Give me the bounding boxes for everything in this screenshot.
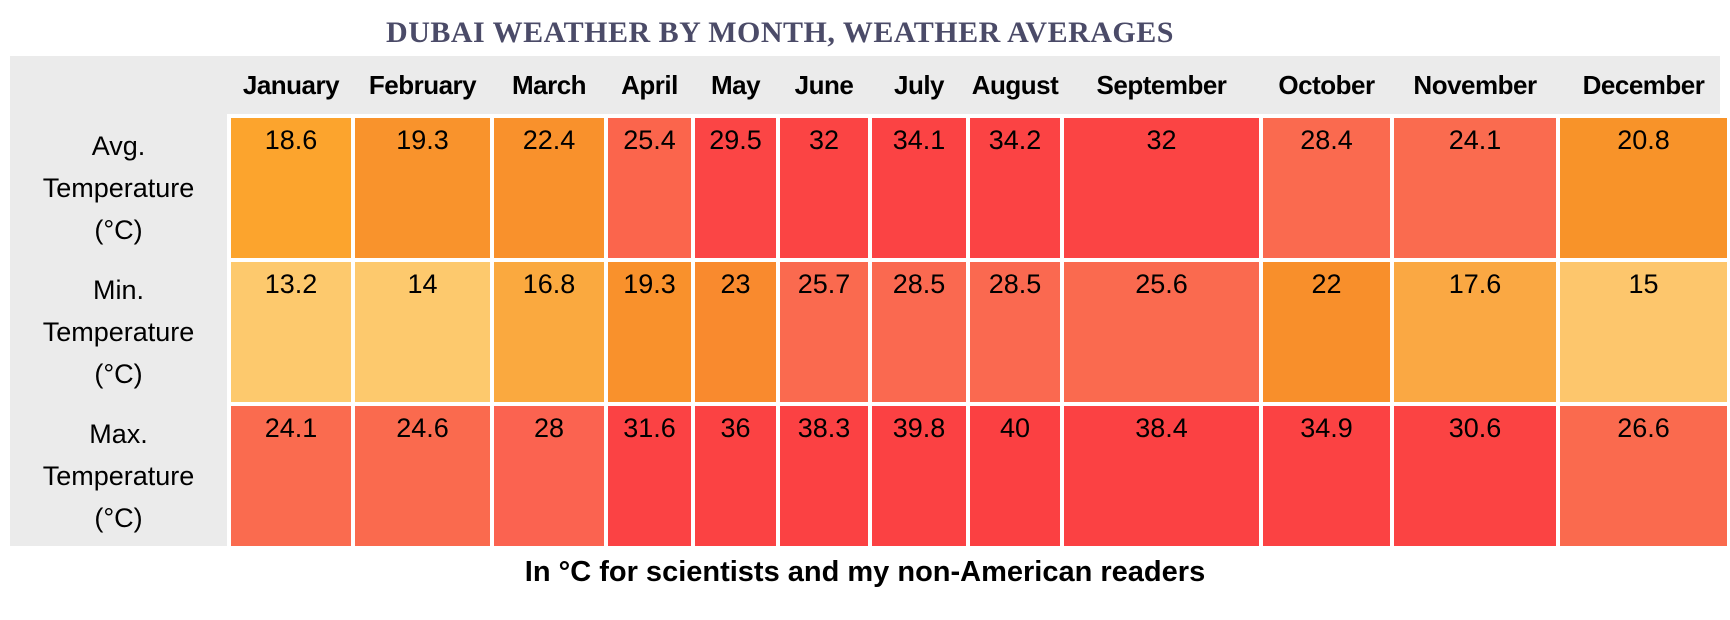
heatmap-cell-min-december: 15 — [1560, 262, 1727, 402]
heatmap-cell-min-november: 17.6 — [1394, 262, 1556, 402]
caption-text: In °C for scientists and my non-American… — [524, 556, 1206, 588]
row-label-line: Avg. — [91, 131, 146, 161]
page-title: DUBAI WEATHER BY MONTH, WEATHER AVERAGES — [386, 16, 1174, 49]
column-header-october: October — [1278, 69, 1375, 100]
row-label-min: Min. Temperature (°C) — [10, 262, 227, 402]
column-header-july: July — [893, 69, 945, 100]
heatmap-cell-min-september: 25.6 — [1064, 262, 1259, 402]
heatmap-cell-max-may: 36 — [695, 406, 776, 546]
heatmap-cell-min-july: 28.5 — [872, 262, 966, 402]
heatmap-cell-avg-november: 24.1 — [1394, 118, 1556, 258]
column-header-december: December — [1582, 69, 1705, 100]
row-label-line: Temperature — [42, 461, 195, 491]
heatmap-cell-avg-january: 18.6 — [231, 118, 351, 258]
column-header-june: June — [794, 69, 854, 100]
heatmap-cell-avg-october: 28.4 — [1263, 118, 1390, 258]
heatmap-cell-max-july: 39.8 — [872, 406, 966, 546]
weather-grid: January February March April May June July Augu… — [10, 56, 1727, 546]
header-band-bg — [10, 56, 1720, 114]
heatmap-cell-max-february: 24.6 — [355, 406, 490, 546]
heatmap-cell-max-april: 31.6 — [608, 406, 691, 546]
heatmap-cell-min-april: 19.3 — [608, 262, 691, 402]
heatmap-cell-max-november: 30.6 — [1394, 406, 1556, 546]
heatmap-cell-max-august: 40 — [970, 406, 1060, 546]
heatmap-cell-max-january: 24.1 — [231, 406, 351, 546]
row-label-line: Temperature — [42, 173, 195, 203]
heatmap-cell-avg-june: 32 — [780, 118, 868, 258]
heatmap-cell-min-june: 25.7 — [780, 262, 868, 402]
heatmap-cell-min-august: 28.5 — [970, 262, 1060, 402]
heatmap-cell-min-february: 14 — [355, 262, 490, 402]
row-label-line: Max. — [89, 419, 148, 449]
column-header-may: May — [710, 69, 761, 100]
row-label-max: Max. Temperature (°C) — [10, 406, 227, 546]
row-label-line: (°C) — [94, 359, 143, 389]
label-column-bg — [10, 56, 227, 546]
heatmap-cell-max-october: 34.9 — [1263, 406, 1390, 546]
heatmap-cell-max-march: 28 — [494, 406, 604, 546]
heatmap-cell-max-september: 38.4 — [1064, 406, 1259, 546]
heatmap-cell-min-october: 22 — [1263, 262, 1390, 402]
heatmap-cell-avg-september: 32 — [1064, 118, 1259, 258]
heatmap-cell-avg-august: 34.2 — [970, 118, 1060, 258]
heatmap-cell-min-march: 16.8 — [494, 262, 604, 402]
row-label-line: Temperature — [42, 317, 195, 347]
heatmap-cell-min-may: 23 — [695, 262, 776, 402]
column-header-april: April — [621, 69, 678, 100]
heatmap-cell-max-december: 26.6 — [1560, 406, 1727, 546]
heatmap-cell-avg-april: 25.4 — [608, 118, 691, 258]
column-header-february: February — [368, 69, 477, 100]
column-header-august: August — [971, 69, 1059, 100]
corner-cell — [10, 56, 227, 114]
heatmap-cell-avg-december: 20.8 — [1560, 118, 1727, 258]
column-header-january: January — [242, 69, 340, 100]
column-header-march: March — [511, 69, 587, 100]
row-label-avg: Avg. Temperature (°C) — [10, 118, 227, 258]
heatmap-cell-avg-july: 34.1 — [872, 118, 966, 258]
heatmap-cell-min-january: 13.2 — [231, 262, 351, 402]
column-header-september: September — [1096, 69, 1227, 100]
heatmap-cell-avg-march: 22.4 — [494, 118, 604, 258]
weather-table: January February March April May June July Augu… — [10, 56, 1727, 546]
column-header-november: November — [1413, 69, 1537, 100]
heatmap-cell-avg-february: 19.3 — [355, 118, 490, 258]
row-label-line: Min. — [92, 275, 144, 305]
heatmap-cell-max-june: 38.3 — [780, 406, 868, 546]
row-label-line: (°C) — [94, 215, 143, 245]
heatmap-cell-avg-may: 29.5 — [695, 118, 776, 258]
row-label-line: (°C) — [94, 503, 143, 533]
